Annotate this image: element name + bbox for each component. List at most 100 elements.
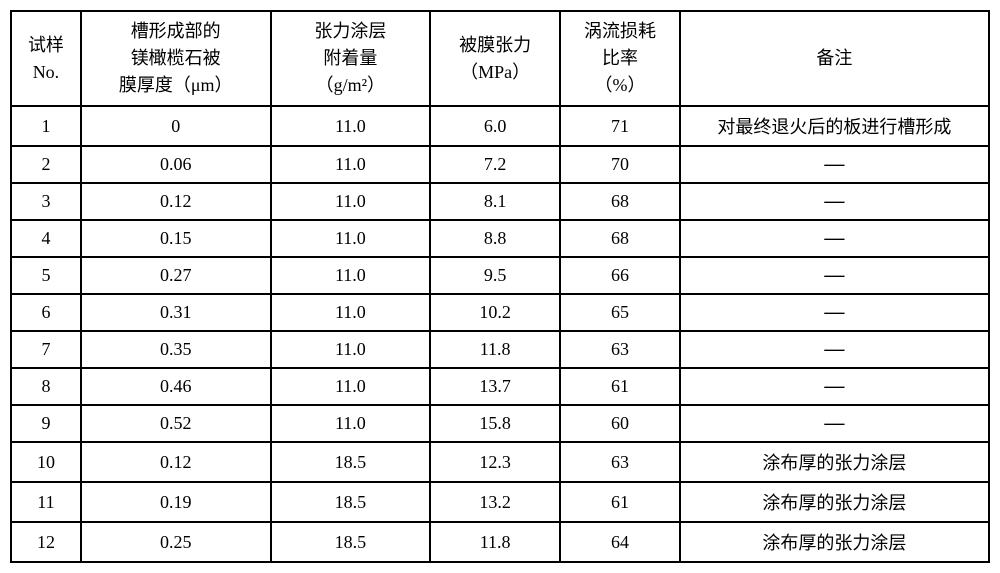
cell-remark: — [680, 183, 989, 220]
header-label: 槽形成部的 [131, 21, 221, 41]
header-label: 膜厚度（μm） [119, 75, 233, 95]
cell-value: 71 [611, 116, 629, 136]
cell-value: 18.5 [335, 532, 367, 552]
cell-value: 18.5 [335, 452, 367, 472]
cell-value: 0 [171, 116, 180, 136]
cell-remark: — [680, 257, 989, 294]
cell-value: — [824, 375, 844, 397]
table-row: 40.1511.08.868— [11, 220, 989, 257]
header-eddy: 涡流损耗 比率 （%） [560, 11, 680, 106]
cell-adhesion: 18.5 [271, 482, 431, 522]
cell-no: 2 [11, 146, 81, 183]
cell-value: 11.0 [335, 228, 366, 248]
cell-adhesion: 18.5 [271, 522, 431, 562]
cell-remark: 涂布厚的张力涂层 [680, 522, 989, 562]
cell-tension: 11.8 [430, 331, 560, 368]
cell-tension: 13.2 [430, 482, 560, 522]
cell-no: 5 [11, 257, 81, 294]
table-row: 60.3111.010.265— [11, 294, 989, 331]
cell-no: 11 [11, 482, 81, 522]
cell-value: — [824, 190, 844, 212]
data-table: 试样 No. 槽形成部的 镁橄榄石被 膜厚度（μm） 张力涂层 附着量 （g/m… [10, 10, 990, 563]
cell-value: 11.0 [335, 413, 366, 433]
cell-value: 11.0 [335, 265, 366, 285]
cell-value: 63 [611, 339, 629, 359]
cell-eddy: 61 [560, 368, 680, 405]
header-label: 涡流损耗 [584, 21, 656, 41]
cell-remark: — [680, 368, 989, 405]
cell-value: 11.0 [335, 191, 366, 211]
cell-value: 2 [41, 154, 50, 174]
cell-adhesion: 11.0 [271, 220, 431, 257]
cell-value: 10.2 [479, 302, 511, 322]
cell-tension: 15.8 [430, 405, 560, 442]
cell-value: 60 [611, 413, 629, 433]
cell-value: 11.8 [480, 532, 511, 552]
cell-value: 13.7 [479, 376, 511, 396]
header-label: 被膜张力 [459, 35, 531, 55]
cell-value: — [824, 301, 844, 323]
cell-tension: 11.8 [430, 522, 560, 562]
cell-no: 3 [11, 183, 81, 220]
table-header-row: 试样 No. 槽形成部的 镁橄榄石被 膜厚度（μm） 张力涂层 附着量 （g/m… [11, 11, 989, 106]
cell-remark: 涂布厚的张力涂层 [680, 442, 989, 482]
cell-adhesion: 11.0 [271, 368, 431, 405]
cell-value: 0.46 [160, 376, 192, 396]
cell-thickness: 0.35 [81, 331, 271, 368]
cell-eddy: 68 [560, 183, 680, 220]
cell-value: 15.8 [479, 413, 511, 433]
cell-value: 11.8 [480, 339, 511, 359]
cell-eddy: 66 [560, 257, 680, 294]
cell-value: 18.5 [335, 492, 367, 512]
cell-value: 12 [37, 532, 55, 552]
header-label: 备注 [816, 48, 852, 68]
cell-thickness: 0.27 [81, 257, 271, 294]
header-label: No. [33, 62, 60, 82]
cell-thickness: 0.06 [81, 146, 271, 183]
table-row: 120.2518.511.864涂布厚的张力涂层 [11, 522, 989, 562]
cell-value: 13.2 [479, 492, 511, 512]
cell-tension: 13.7 [430, 368, 560, 405]
cell-value: 3 [41, 191, 50, 211]
cell-eddy: 71 [560, 106, 680, 146]
cell-value: 9 [41, 413, 50, 433]
cell-value: 11.0 [335, 376, 366, 396]
table-body: 1011.06.071对最终退火后的板进行槽形成20.0611.07.270—3… [11, 106, 989, 562]
cell-value: 66 [611, 265, 629, 285]
header-label: 附着量 [323, 48, 377, 68]
cell-thickness: 0.12 [81, 183, 271, 220]
cell-value: 7 [41, 339, 50, 359]
header-sample-no: 试样 No. [11, 11, 81, 106]
cell-value: 1 [41, 116, 50, 136]
cell-value: 68 [611, 191, 629, 211]
cell-value: 12.3 [479, 452, 511, 472]
cell-value: 11.0 [335, 339, 366, 359]
cell-value: 63 [611, 452, 629, 472]
cell-value: 11.0 [335, 116, 366, 136]
cell-thickness: 0.46 [81, 368, 271, 405]
cell-value: 0.19 [160, 492, 192, 512]
cell-adhesion: 11.0 [271, 331, 431, 368]
header-thickness: 槽形成部的 镁橄榄石被 膜厚度（μm） [81, 11, 271, 106]
table-row: 5 0.27 11.0 9.5 66 — [11, 257, 989, 294]
cell-value: 0.15 [160, 228, 192, 248]
header-label: 镁橄榄石被 [131, 48, 221, 68]
cell-eddy: 65 [560, 294, 680, 331]
cell-value: 68 [611, 228, 629, 248]
table-row: 100.1218.512.363涂布厚的张力涂层 [11, 442, 989, 482]
cell-value: 对最终退火后的板进行槽形成 [717, 117, 951, 137]
cell-tension: 9.5 [430, 257, 560, 294]
cell-value: 5 [41, 265, 50, 285]
cell-no: 9 [11, 405, 81, 442]
cell-eddy: 63 [560, 331, 680, 368]
cell-value: 0.52 [160, 413, 192, 433]
cell-remark: 对最终退火后的板进行槽形成 [680, 106, 989, 146]
cell-thickness: 0 [81, 106, 271, 146]
cell-adhesion: 11.0 [271, 146, 431, 183]
cell-value: — [824, 227, 844, 249]
cell-remark: — [680, 220, 989, 257]
cell-value: 0.25 [160, 532, 192, 552]
table-row: 90.5211.015.860— [11, 405, 989, 442]
cell-no: 7 [11, 331, 81, 368]
cell-value: — [824, 153, 844, 175]
